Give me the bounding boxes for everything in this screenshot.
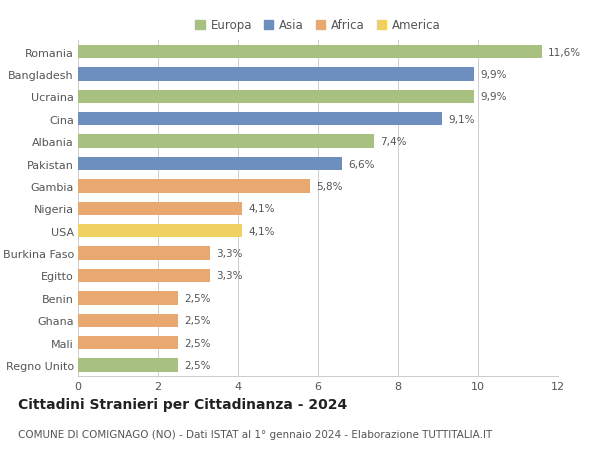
Bar	[78, 224, 242, 238]
Text: 3,3%: 3,3%	[216, 271, 242, 281]
Text: 9,9%: 9,9%	[480, 92, 506, 102]
Bar	[78, 180, 310, 193]
Text: 2,5%: 2,5%	[184, 360, 211, 370]
Bar	[78, 90, 474, 104]
Text: COMUNE DI COMIGNAGO (NO) - Dati ISTAT al 1° gennaio 2024 - Elaborazione TUTTITAL: COMUNE DI COMIGNAGO (NO) - Dati ISTAT al…	[18, 429, 492, 439]
Bar	[78, 157, 342, 171]
Text: 5,8%: 5,8%	[316, 181, 343, 191]
Text: 4,1%: 4,1%	[248, 226, 275, 236]
Text: 2,5%: 2,5%	[184, 293, 211, 303]
Text: 3,3%: 3,3%	[216, 248, 242, 258]
Text: 9,1%: 9,1%	[448, 114, 475, 124]
Text: 9,9%: 9,9%	[480, 70, 506, 80]
Legend: Europa, Asia, Africa, America: Europa, Asia, Africa, America	[195, 19, 441, 32]
Bar	[78, 291, 178, 305]
Text: 11,6%: 11,6%	[548, 47, 581, 57]
Bar	[78, 336, 178, 350]
Bar	[78, 135, 374, 149]
Bar	[78, 46, 542, 59]
Text: 2,5%: 2,5%	[184, 338, 211, 348]
Text: 6,6%: 6,6%	[348, 159, 374, 169]
Bar	[78, 269, 210, 283]
Bar	[78, 358, 178, 372]
Bar	[78, 247, 210, 260]
Text: 4,1%: 4,1%	[248, 204, 275, 214]
Bar	[78, 314, 178, 327]
Text: 7,4%: 7,4%	[380, 137, 407, 147]
Text: Cittadini Stranieri per Cittadinanza - 2024: Cittadini Stranieri per Cittadinanza - 2…	[18, 397, 347, 411]
Bar	[78, 68, 474, 82]
Text: 2,5%: 2,5%	[184, 315, 211, 325]
Bar	[78, 202, 242, 216]
Bar	[78, 113, 442, 126]
